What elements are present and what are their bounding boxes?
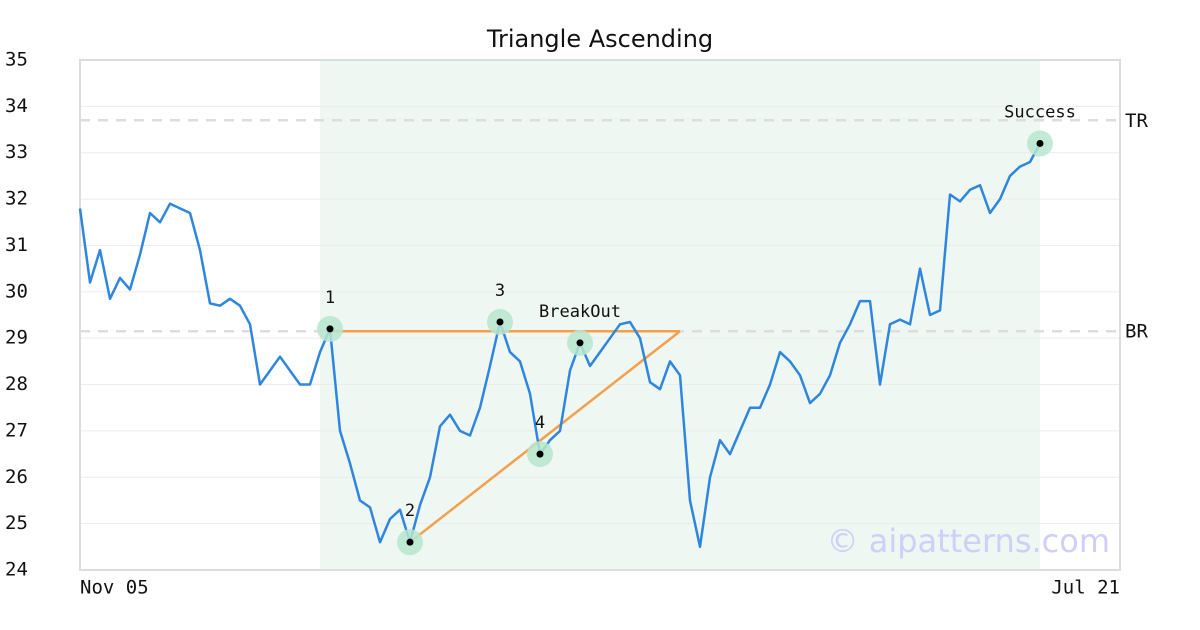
chart-title: Triangle Ascending (486, 25, 713, 53)
y-tick-label: 25 (5, 512, 28, 534)
point-dot (496, 318, 504, 326)
y-tick-label: 33 (5, 141, 28, 163)
y-tick-label: 31 (5, 234, 28, 256)
y-tick-label: 35 (5, 49, 28, 71)
level-label: BR (1125, 321, 1148, 343)
level-label: TR (1125, 110, 1148, 132)
watermark: © aipatterns.com (827, 522, 1110, 560)
point-label: 4 (535, 413, 545, 433)
y-tick-label: 29 (5, 327, 28, 349)
point-label: 2 (405, 501, 415, 521)
y-tick-label: 32 (5, 188, 28, 210)
y-tick-label: 26 (5, 466, 28, 488)
point-dot (326, 325, 334, 333)
y-tick-label: 28 (5, 373, 28, 395)
y-tick-label: 34 (5, 95, 28, 117)
y-tick-label: 27 (5, 419, 28, 441)
point-label: 1 (325, 288, 335, 308)
point-label: 3 (495, 281, 505, 301)
plot-frame (79, 59, 1121, 571)
y-tick-label: 30 (5, 280, 28, 302)
pattern-region (320, 60, 1040, 570)
point-dot (406, 538, 414, 546)
x-tick-label: Jul 21 (1051, 577, 1120, 599)
price-line (78, 142, 1042, 549)
point-label: Success (1004, 102, 1076, 122)
point-dot (576, 339, 584, 347)
x-tick-label: Nov 05 (80, 577, 149, 599)
point-label: BreakOut (539, 302, 621, 322)
point-dot (536, 450, 544, 458)
point-dot (1036, 139, 1044, 147)
pattern-line (409, 330, 681, 544)
y-tick-label: 24 (5, 559, 28, 581)
